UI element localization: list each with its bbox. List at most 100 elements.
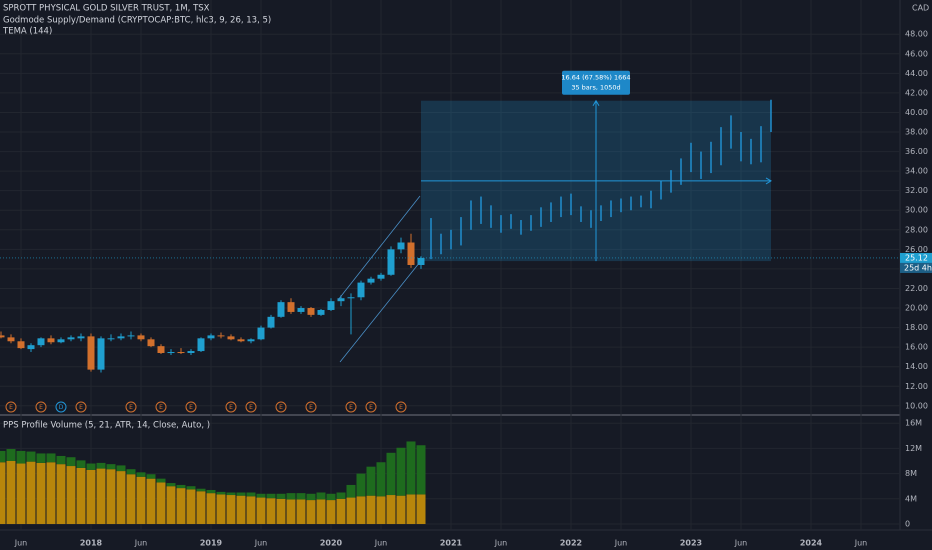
volume-lower	[96, 468, 106, 525]
volume-lower	[226, 495, 236, 525]
candle-body	[287, 302, 295, 312]
volume-upper	[176, 484, 186, 489]
volume-lower	[126, 474, 136, 525]
y-tick-label: 38.00	[905, 128, 928, 137]
marks: 16.64 (67.58%) 1664 35 bars, 1050d E E D E E E E…	[0, 70, 900, 525]
volume-lower	[346, 497, 356, 525]
volume-upper	[206, 489, 216, 494]
event-label: E	[399, 404, 403, 411]
volume-lower	[366, 495, 376, 525]
volume-upper	[16, 450, 26, 464]
volume-lower	[206, 493, 216, 525]
volume-upper	[196, 488, 206, 492]
candle-body	[177, 352, 185, 354]
event-label: E	[229, 404, 233, 411]
candle-body	[207, 335, 215, 339]
candle-body	[277, 302, 285, 317]
volume-lower	[216, 494, 226, 525]
volume-upper	[306, 493, 316, 501]
event-marker	[55, 401, 67, 413]
y-tick-label: 14.00	[905, 362, 928, 371]
volume-label: PPS Profile Volume (5, 21, ATR, 14, Clos…	[3, 421, 210, 431]
x-tick-label: Jun	[614, 539, 628, 548]
event-label: E	[79, 404, 83, 411]
x-tick-label: Jun	[734, 539, 748, 548]
measure-label-box	[562, 70, 630, 95]
volume-upper	[366, 466, 376, 496]
event-label: E	[279, 404, 283, 411]
volume-lower	[336, 498, 346, 525]
candle-body	[247, 339, 255, 342]
candle-body	[197, 338, 205, 352]
channel-line	[339, 261, 421, 363]
volume-tick-label: 12M	[905, 444, 922, 453]
volume-upper	[166, 483, 176, 487]
volume-lower	[146, 478, 156, 525]
candle-body	[417, 257, 425, 265]
countdown-tag	[900, 262, 932, 273]
volume-upper	[416, 445, 426, 495]
volume-upper	[186, 486, 196, 490]
volume-tick-label: 0	[905, 520, 910, 529]
volume-upper	[6, 449, 16, 461]
volume-lower	[266, 498, 276, 525]
volume-lower	[166, 486, 176, 525]
volume-tick-label: 16M	[905, 419, 922, 428]
countdown-label: 25d 4h	[904, 263, 932, 272]
candle-body	[357, 282, 365, 298]
volume-upper	[86, 463, 96, 470]
volume-upper	[116, 465, 126, 472]
candle-body	[107, 338, 115, 340]
event-label: E	[369, 404, 373, 411]
candle-body	[367, 278, 375, 283]
volume-lower	[0, 462, 6, 525]
candle-body	[337, 298, 345, 302]
candle-body	[57, 339, 65, 343]
candle-body	[317, 309, 325, 315]
event-marker	[345, 401, 357, 413]
event-marker	[225, 401, 237, 413]
grid	[0, 0, 900, 530]
indicator-label: TEMA (144)	[2, 27, 52, 37]
candle-body	[0, 335, 5, 338]
candle-body	[397, 242, 405, 250]
candle-body	[47, 338, 55, 343]
volume-lower	[156, 482, 166, 525]
candle-body	[407, 242, 415, 265]
volume-upper	[46, 453, 56, 463]
candle-body	[87, 336, 95, 370]
arrow-head	[592, 99, 600, 106]
volume-upper	[96, 462, 106, 469]
candle-body	[97, 338, 105, 370]
volume-lower	[16, 463, 26, 525]
x-tick-label: Jun	[374, 539, 388, 548]
volume-lower	[396, 495, 406, 525]
y-tick-label: 32.00	[905, 186, 928, 195]
volume-upper	[106, 464, 116, 470]
volume-upper	[386, 452, 396, 496]
candle-body	[157, 346, 165, 354]
event-label: E	[39, 404, 43, 411]
measure-label: 16.64 (67.58%) 1664	[561, 74, 630, 82]
currency-label: CAD	[912, 4, 929, 13]
volume-lower	[26, 461, 36, 525]
y-tick-label: 44.00	[905, 69, 928, 78]
candle-body	[127, 335, 135, 337]
volume-lower	[246, 496, 256, 525]
volume-upper	[296, 493, 306, 500]
volume-lower	[76, 467, 86, 525]
volume-upper	[356, 473, 366, 497]
candle-body	[17, 341, 25, 349]
volume-upper	[156, 478, 166, 483]
volume-upper	[326, 493, 336, 501]
y-tick-label: 42.00	[905, 88, 928, 97]
candle-body	[217, 335, 225, 337]
y-tick-label: 20.00	[905, 304, 928, 313]
chart-title: SPROTT PHYSICAL GOLD SILVER TRUST, 1M, T…	[3, 4, 210, 14]
volume-lower	[196, 491, 206, 525]
candle-body	[297, 308, 305, 312]
volume-upper	[146, 474, 156, 479]
x-tick-label: Jun	[14, 539, 28, 548]
candle-body	[147, 339, 155, 347]
